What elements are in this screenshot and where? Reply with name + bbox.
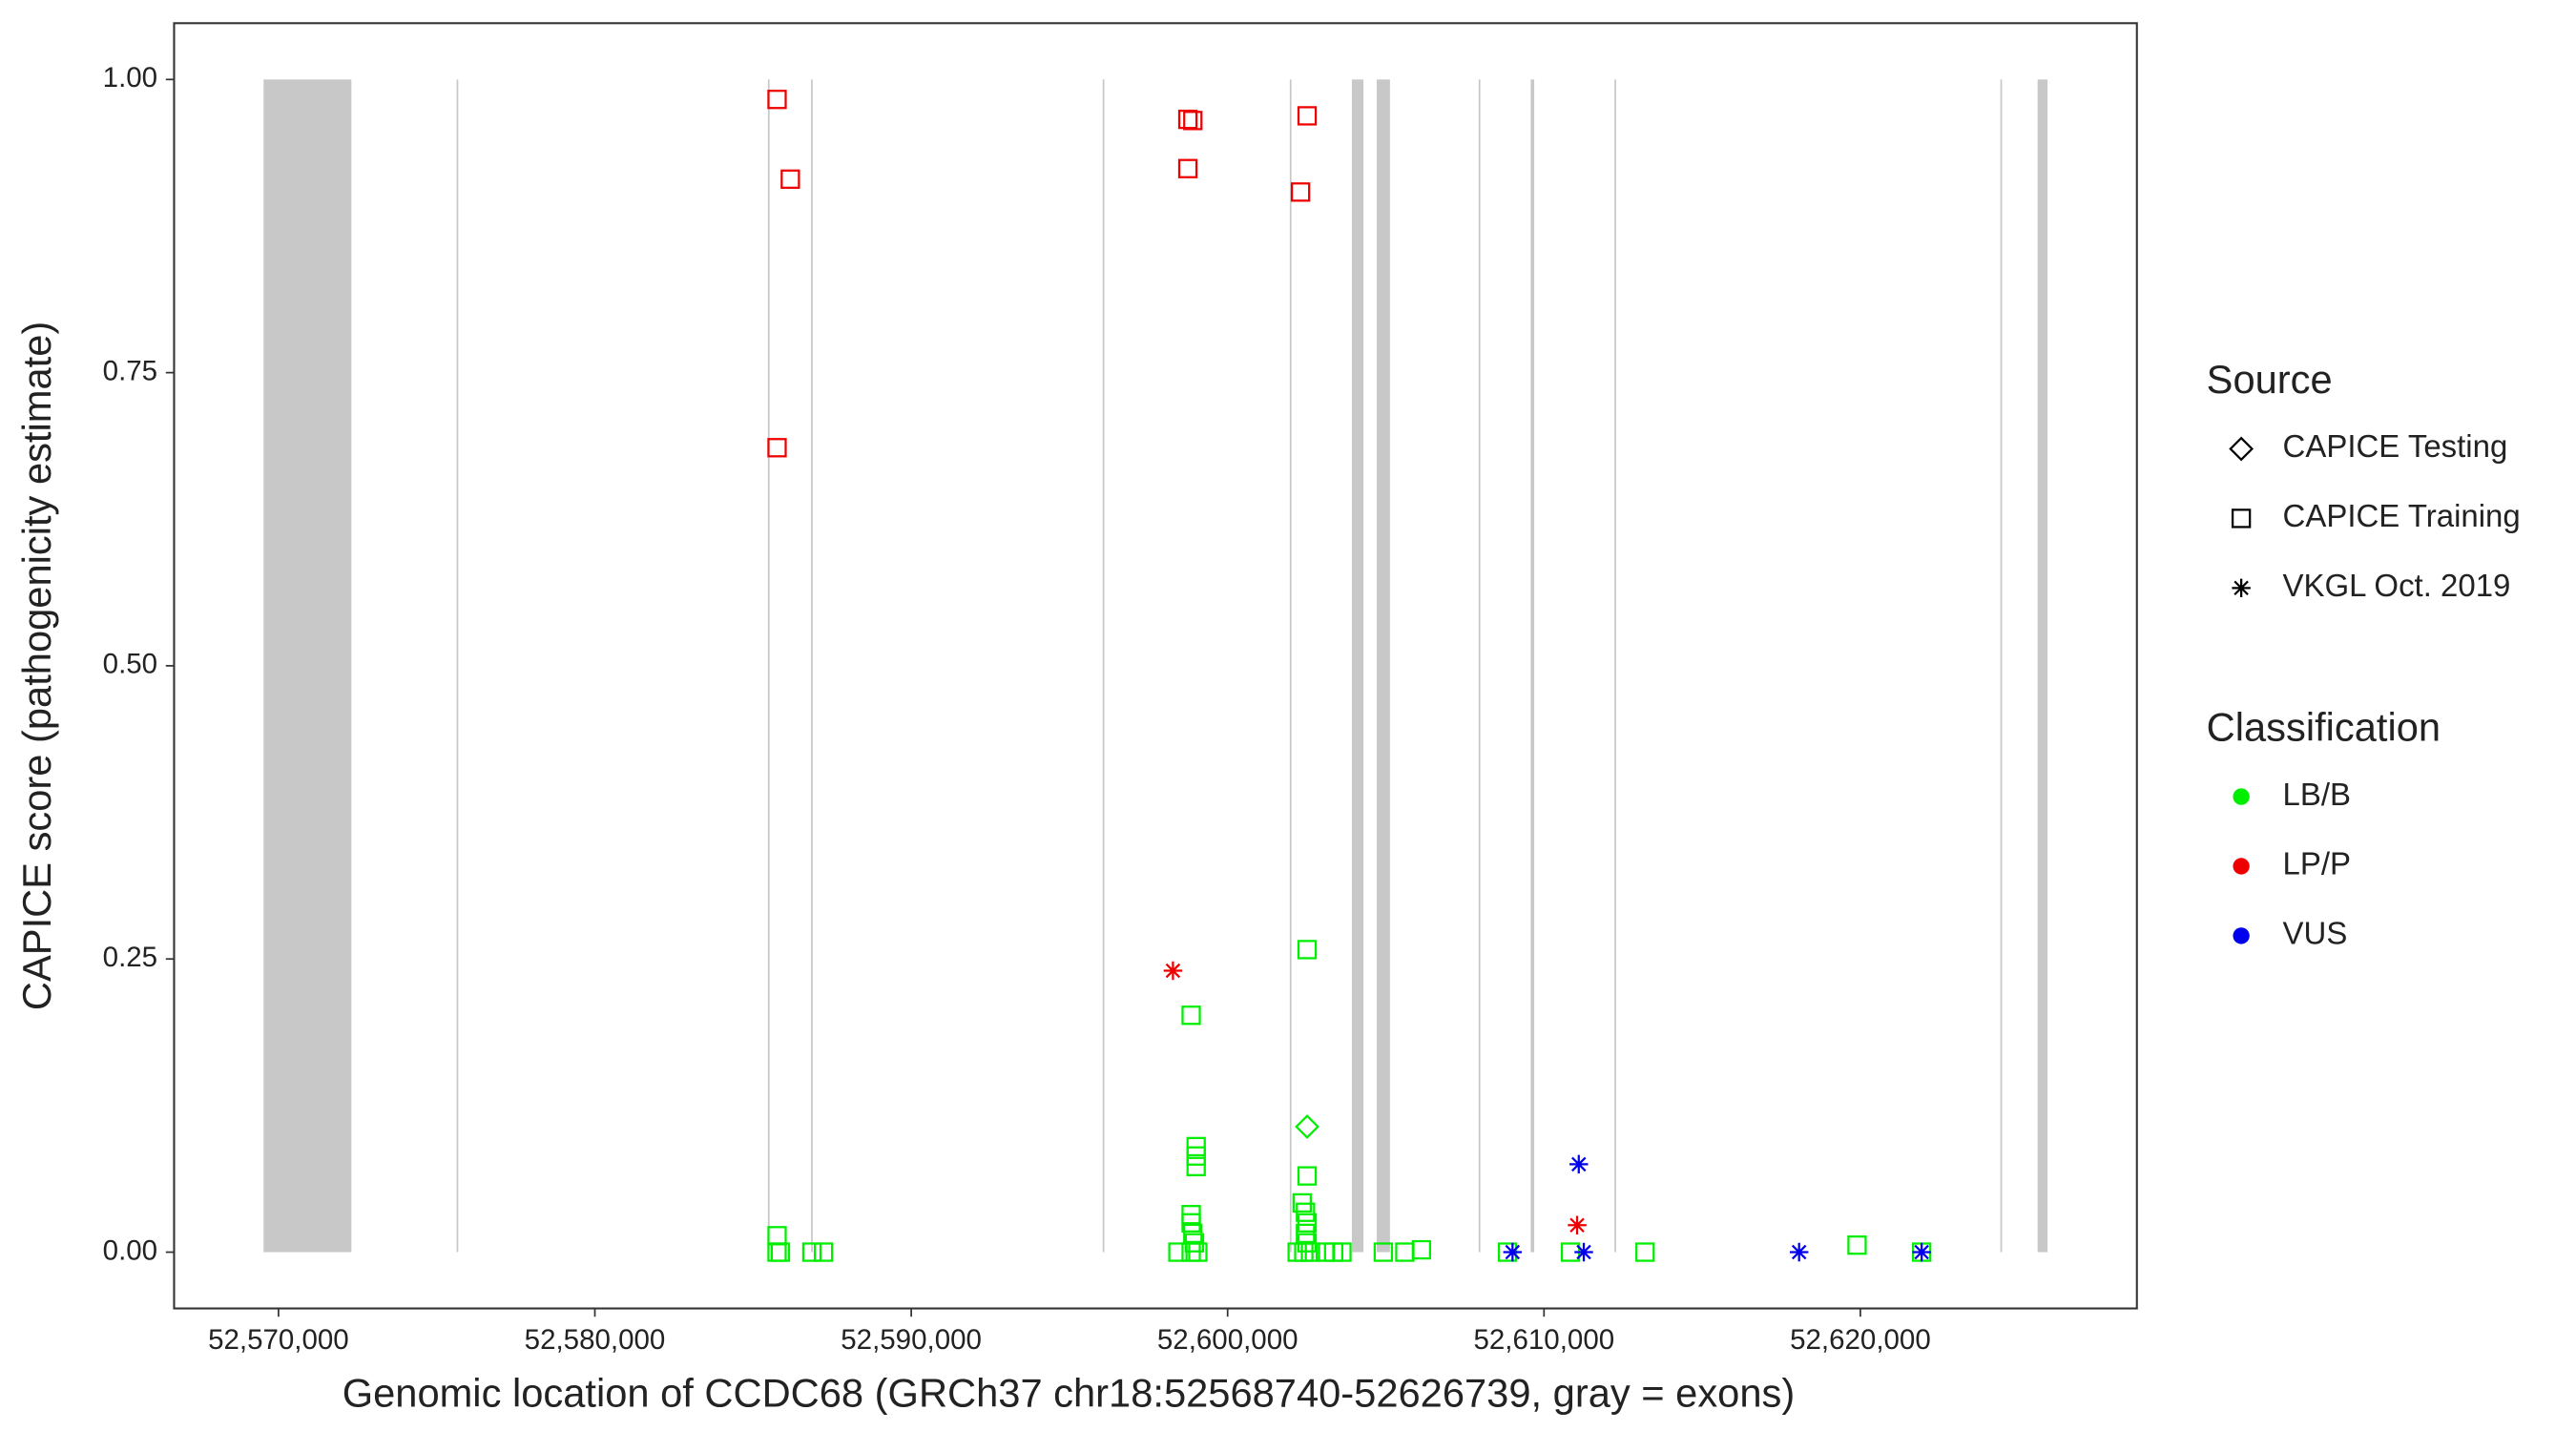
exon xyxy=(1351,79,1364,1253)
point xyxy=(1186,1146,1206,1166)
x-tick-label: 52,600,000 xyxy=(1157,1324,1298,1356)
y-tick-label: 0.25 xyxy=(103,942,157,973)
exon xyxy=(1530,79,1535,1253)
point xyxy=(1300,1242,1320,1262)
point xyxy=(1503,1242,1523,1262)
x-axis-label: Genomic location of CCDC68 (GRCh37 chr18… xyxy=(343,1371,1795,1416)
point xyxy=(1177,158,1198,178)
point xyxy=(1568,1215,1587,1234)
point xyxy=(1295,1114,1319,1139)
exon xyxy=(1289,79,1292,1253)
legend-key xyxy=(2233,858,2250,875)
point xyxy=(1177,109,1198,130)
point xyxy=(1395,1242,1415,1262)
point xyxy=(801,1242,822,1262)
exon xyxy=(2037,79,2048,1253)
legend-title: Classification xyxy=(2207,705,2441,750)
legend-label: VUS xyxy=(2283,916,2348,951)
point xyxy=(1912,1242,1931,1262)
x-tick-label: 52,590,000 xyxy=(841,1324,982,1356)
point xyxy=(1297,1166,1318,1186)
exon xyxy=(2000,79,2003,1253)
point xyxy=(1186,1156,1206,1176)
legend-title: Source xyxy=(2207,357,2333,402)
legend-key xyxy=(2233,927,2250,944)
exon xyxy=(456,79,459,1253)
y-tick-label: 1.00 xyxy=(103,62,157,93)
point xyxy=(1183,111,1203,131)
legend-label: CAPICE Testing xyxy=(2283,428,2508,464)
point xyxy=(1181,1006,1201,1026)
legend-key xyxy=(2233,788,2250,805)
point xyxy=(1188,1242,1208,1262)
point xyxy=(1635,1242,1655,1262)
exon xyxy=(263,79,352,1253)
point xyxy=(1296,1202,1316,1222)
point xyxy=(767,90,787,110)
point xyxy=(767,438,787,458)
point xyxy=(1163,961,1183,981)
y-tick-label: 0.00 xyxy=(103,1234,157,1266)
x-tick-label: 52,620,000 xyxy=(1790,1324,1931,1356)
exon xyxy=(811,79,813,1253)
point xyxy=(770,1242,791,1262)
point xyxy=(1789,1242,1809,1262)
exon xyxy=(1102,79,1105,1253)
legend-label: LP/P xyxy=(2283,846,2351,881)
legend-key xyxy=(2232,578,2251,598)
point xyxy=(780,169,800,189)
x-tick-label: 52,610,000 xyxy=(1473,1324,1614,1356)
y-tick-label: 0.50 xyxy=(103,649,157,680)
point xyxy=(1411,1239,1432,1260)
point xyxy=(1297,1213,1318,1233)
point xyxy=(1290,182,1311,202)
legend-label: LB/B xyxy=(2283,777,2351,812)
point xyxy=(1569,1154,1589,1174)
legend-label: CAPICE Training xyxy=(2283,498,2521,533)
point xyxy=(1297,940,1318,960)
exon xyxy=(1614,79,1616,1253)
y-tick-label: 0.75 xyxy=(103,355,157,386)
legend-key xyxy=(2231,508,2252,529)
point xyxy=(767,1226,787,1246)
x-tick-label: 52,580,000 xyxy=(525,1324,666,1356)
legend-key xyxy=(2229,436,2254,462)
point xyxy=(1168,1242,1188,1262)
point xyxy=(1181,1205,1201,1225)
point xyxy=(1297,106,1318,126)
point xyxy=(813,1242,834,1262)
exon xyxy=(767,79,770,1253)
exon xyxy=(1478,79,1481,1253)
point xyxy=(1373,1242,1394,1262)
panel-border xyxy=(173,22,2138,1310)
y-axis-label: CAPICE score (pathogenicity estimate) xyxy=(14,321,59,1010)
point xyxy=(1332,1242,1352,1262)
exon xyxy=(1376,79,1390,1253)
legend-label: VKGL Oct. 2019 xyxy=(2283,568,2511,603)
point xyxy=(1847,1234,1867,1255)
point xyxy=(1574,1242,1593,1262)
x-tick-label: 52,570,000 xyxy=(208,1324,349,1356)
